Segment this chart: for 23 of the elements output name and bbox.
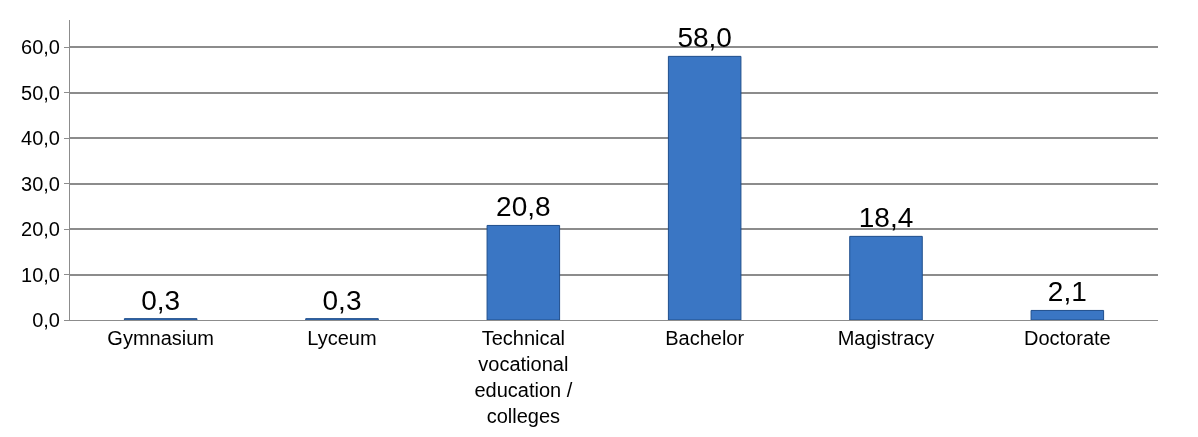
x-tick-label: Technical vocational education / colleges: [474, 327, 573, 427]
x-tick-label: Bachelor: [665, 327, 745, 349]
y-tick-label: 0,0: [32, 309, 60, 331]
bar: [1030, 309, 1105, 320]
data-label: 58,0: [677, 22, 732, 54]
x-tick-label: Gymnasium: [107, 327, 215, 349]
x-tick-label: Magistracy: [837, 327, 935, 349]
data-label: 2,1: [1047, 276, 1087, 308]
bar: [849, 235, 923, 320]
data-label: 20,8: [496, 191, 551, 223]
bar: [667, 55, 742, 320]
x-tick-label: Doctorate: [1023, 327, 1111, 349]
y-tick-label: 40,0: [21, 127, 60, 150]
data-label: 0,3: [322, 284, 362, 316]
y-tick-label: 30,0: [21, 172, 60, 195]
bar: [486, 224, 561, 320]
y-tick-label: 10,0: [21, 263, 60, 286]
x-tick-label: Lyceum: [307, 327, 377, 349]
y-tick-label: 60,0: [21, 36, 60, 59]
y-tick-label: 50,0: [21, 81, 60, 104]
data-label: 0,3: [141, 284, 181, 316]
data-label: 18,4: [858, 202, 914, 234]
y-tick-label: 20,0: [21, 218, 60, 241]
